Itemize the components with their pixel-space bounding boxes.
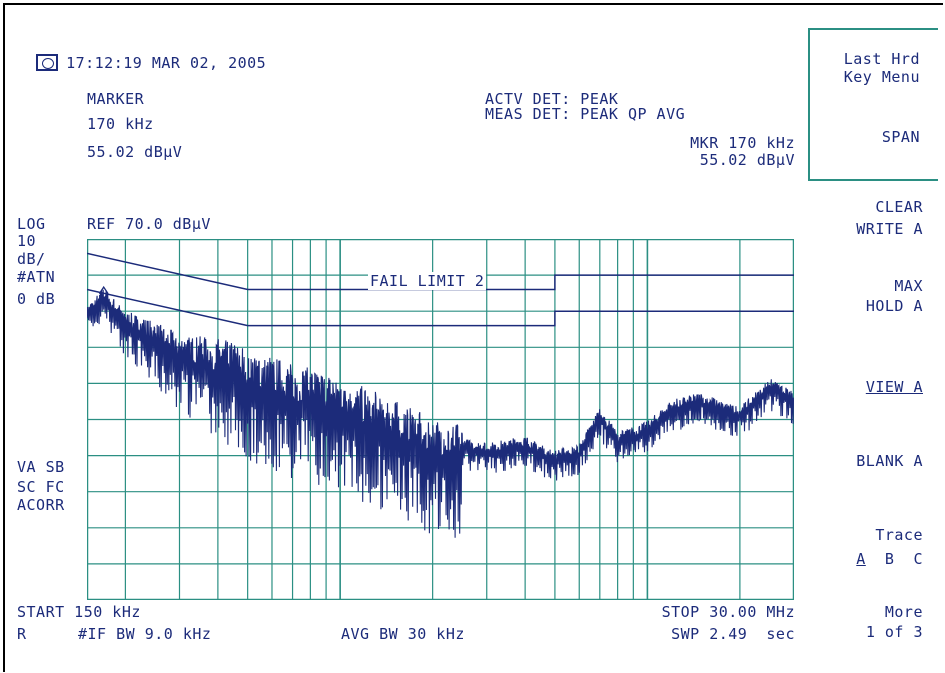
marker-label: MARKER — [87, 90, 145, 108]
trace-c-option[interactable]: C — [913, 550, 923, 568]
remote-indicator: R — [17, 625, 27, 643]
active-detector: ACTV DET: PEAK — [485, 90, 619, 108]
more-line2: 1 of 3 — [865, 623, 923, 641]
last-key-line1: Last Hrd — [843, 50, 920, 68]
more-line1: More — [884, 603, 923, 621]
stop-frequency: STOP 30.00 MHz — [661, 603, 795, 621]
header-timestamp: 17:12:19 MAR 02, 2005 — [17, 36, 266, 72]
status-flags-line1: VA SB — [17, 458, 65, 476]
max-line2: HOLD A — [865, 297, 923, 315]
trace-a-option[interactable]: A — [856, 550, 866, 568]
marker-layer — [98, 285, 109, 301]
measure-detector: MEAS DET: PEAK QP AVG — [485, 105, 686, 123]
marker-level-readout: 55.02 dBμV — [699, 151, 795, 169]
attenuation-value: 0 dB — [17, 290, 56, 308]
reference-level: REF 70.0 dBμV — [87, 215, 211, 233]
scale-div-value: 10 — [17, 232, 37, 250]
spectrum-plot — [87, 239, 794, 600]
last-key-line2: Key Menu — [843, 68, 920, 86]
hp-logo-icon — [36, 54, 59, 71]
clear-line2: WRITE A — [856, 220, 923, 238]
scale-div-unit: dB/ — [17, 250, 46, 268]
max-line1: MAX — [894, 277, 923, 295]
avg-bandwidth: AVG BW 30 kHz — [341, 625, 465, 643]
trace-b-option[interactable]: B — [884, 550, 895, 568]
if-bandwidth: #IF BW 9.0 kHz — [78, 625, 212, 643]
analyzer-display — [3, 3, 943, 672]
marker-level: 55.02 dBμV — [87, 143, 183, 161]
blank-a-softkey[interactable]: BLANK A — [856, 452, 923, 470]
trace-options: A B C — [856, 550, 923, 568]
marker-frequency: 170 kHz — [87, 115, 154, 133]
attenuation-label: #ATN — [17, 268, 56, 286]
view-a-softkey[interactable]: VIEW A — [865, 378, 923, 396]
span-softkey-label[interactable]: SPAN — [881, 128, 920, 146]
last-hard-key-menu-button[interactable]: Last Hrd Key Menu SPAN — [808, 28, 938, 181]
trace-a-line — [87, 289, 794, 538]
trace-label: Trace — [875, 526, 923, 544]
status-flags-line3: ACORR — [17, 496, 65, 514]
start-frequency: START 150 kHz — [17, 603, 141, 621]
limit-line — [87, 252, 794, 291]
status-flags-line2: SC FC — [17, 478, 65, 496]
limit-lines — [87, 252, 794, 327]
limit-line — [87, 288, 794, 327]
clear-line1: CLEAR — [875, 198, 923, 216]
marker-freq-readout: MKR 170 kHz — [690, 134, 795, 152]
marker-diamond-icon — [98, 285, 109, 301]
trace-layer — [87, 289, 794, 538]
sweep-time: SWP 2.49 sec — [671, 625, 795, 643]
fail-limit-annotation: FAIL LIMIT 2 — [368, 272, 487, 290]
scale-log: LOG — [17, 215, 46, 233]
timestamp-text: 17:12:19 MAR 02, 2005 — [66, 54, 267, 72]
